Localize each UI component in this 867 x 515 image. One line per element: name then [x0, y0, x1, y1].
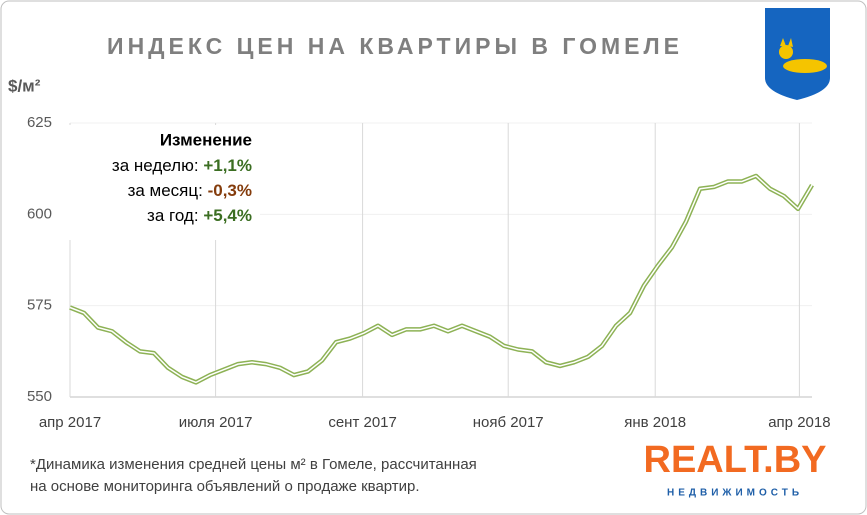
annotation-label: за год:: [147, 206, 199, 225]
annotation-value: +1,1%: [203, 156, 252, 175]
y-axis-label: $/м²: [8, 76, 41, 95]
x-tick-label: июля 2017: [179, 414, 253, 431]
annotation-box: [60, 125, 260, 240]
annotation-line: за год: +5,4%: [147, 206, 252, 225]
footnote: *Динамика изменения средней цены м² в Го…: [30, 456, 477, 473]
annotation-heading: Изменение: [160, 130, 252, 149]
chart-title: ИНДЕКС ЦЕН НА КВАРТИРЫ В ГОМЕЛЕ: [107, 33, 683, 59]
x-tick-label: янв 2018: [624, 414, 686, 431]
annotation-value: -0,3%: [208, 181, 252, 200]
x-tick-label: сент 2017: [328, 414, 397, 431]
logo-name: REALT.BY: [644, 439, 827, 481]
logo-tagline: НЕДВИЖИМОСТЬ: [667, 488, 803, 499]
annotation-label: за неделю:: [112, 156, 199, 175]
series-line-inner: [69, 175, 813, 384]
annotation-value: +5,4%: [203, 206, 252, 225]
annotation-label: за месяц:: [128, 181, 203, 200]
y-tick-label: 550: [27, 388, 52, 405]
annotation-line: за месяц: -0,3%: [128, 181, 252, 200]
x-tick-label: нояб 2017: [473, 414, 544, 431]
coat-of-arms: [765, 8, 830, 100]
annotation-line: за неделю: +1,1%: [112, 156, 252, 175]
y-tick-label: 575: [27, 297, 52, 314]
y-tick-label: 625: [27, 114, 52, 131]
x-tick-label: апр 2017: [39, 414, 101, 431]
footnote: на основе мониторинга объявлений о прода…: [30, 478, 420, 495]
y-tick-label: 600: [27, 205, 52, 222]
x-tick-label: апр 2018: [768, 414, 830, 431]
